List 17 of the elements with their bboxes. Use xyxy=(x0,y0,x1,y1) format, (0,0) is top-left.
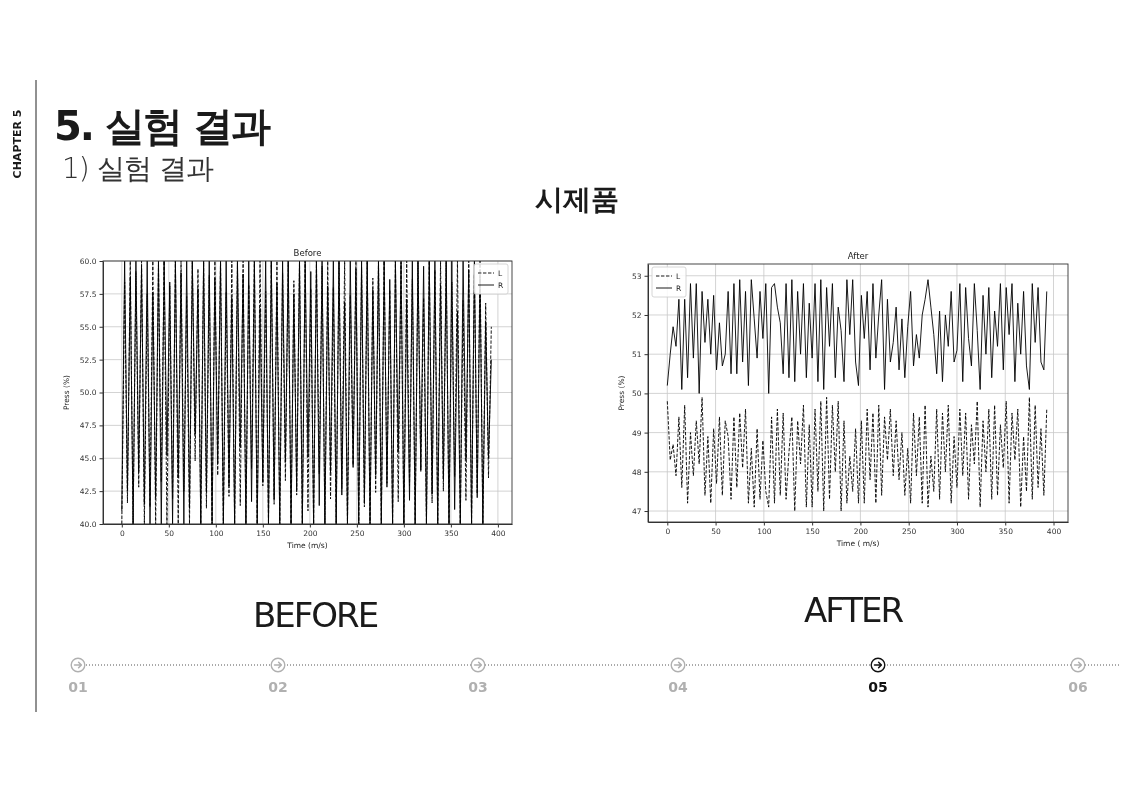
text: AFTER xyxy=(803,590,904,630)
text: 06 xyxy=(1068,679,1088,695)
text: 시제품 xyxy=(535,183,619,216)
line-series xyxy=(666,279,1048,394)
text: 05 xyxy=(868,679,888,695)
text: 01 xyxy=(68,679,88,695)
line-series xyxy=(666,396,1048,512)
text: BEFORE xyxy=(252,595,378,635)
text: 1) 실험 결과 xyxy=(62,152,214,185)
text: 5. 실험 결과 xyxy=(54,103,271,149)
text: CHAPTER 5 xyxy=(11,109,24,179)
text: 03 xyxy=(468,679,488,695)
line-series xyxy=(121,261,492,524)
text: 04 xyxy=(668,679,688,695)
chart-title: After xyxy=(847,251,869,261)
chart-title: Before xyxy=(293,248,322,258)
text: 02 xyxy=(268,679,288,695)
